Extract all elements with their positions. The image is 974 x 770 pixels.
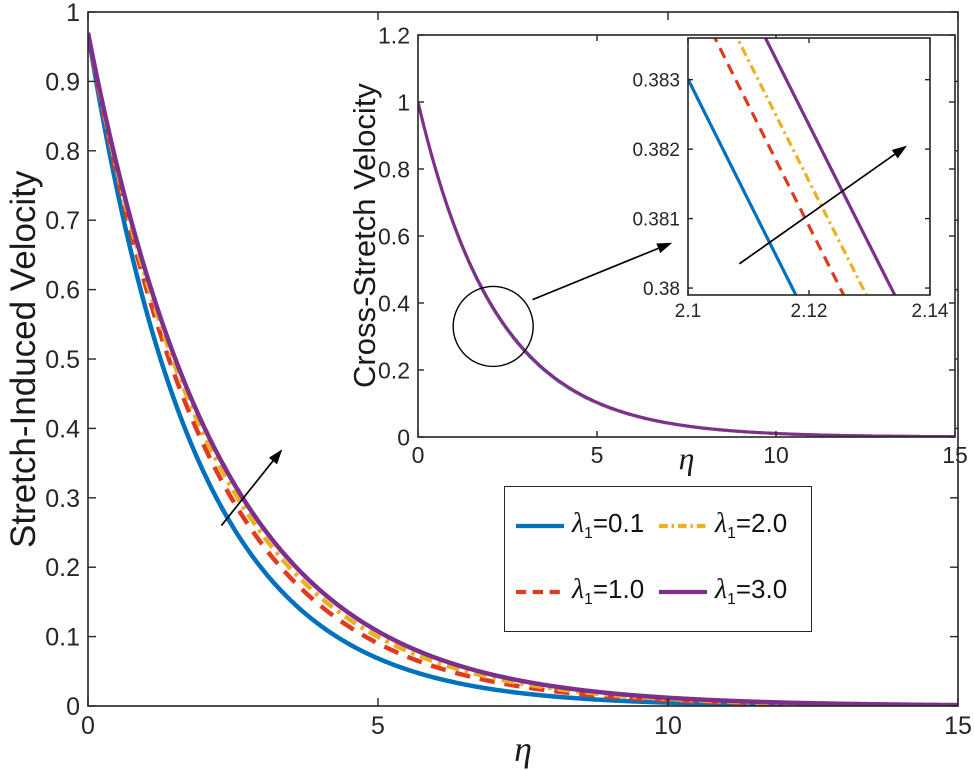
main-y-axis-label: Stretch-Induced Velocity [4, 170, 43, 548]
inset-x-tick-label: 10 [763, 442, 789, 468]
main-y-tick-label: 1 [66, 0, 80, 27]
zoom-x-tick-label: 2.12 [791, 301, 828, 322]
inset-x-axis-label: η [678, 440, 695, 476]
main-x-axis-label: η [514, 729, 532, 769]
zoom-y-tick-label: 0.382 [632, 140, 680, 161]
zoom-axes: 2.1 2.12 2.14 0.38 0.381 0.382 0.383 [632, 37, 949, 322]
zoom-x-tick-label: 2.14 [912, 301, 949, 322]
inset-y-tick-label: 0.4 [378, 290, 410, 316]
zoom-region-circle [452, 285, 534, 368]
inset-x-tick-label: 0 [412, 442, 425, 468]
main-y-tick-label: 0.2 [45, 554, 80, 582]
legend-label: λ1=1.0 [572, 574, 645, 609]
main-curve-4 [88, 32, 958, 706]
inset-y-axis-label: Cross-Stretch Velocity [347, 83, 382, 389]
main-y-tick-label: 0.8 [45, 138, 80, 166]
legend-line-sample [516, 589, 564, 595]
inset-y-tick-label: 1.2 [378, 22, 410, 48]
main-annotation-arrow [220, 449, 283, 527]
zoom-curve-1 [688, 78, 798, 295]
legend-item-4: λ1=3.0 [658, 574, 801, 609]
inset-y-tick-label: 0.6 [378, 223, 410, 249]
legend-label: λ1=2.0 [715, 508, 788, 543]
inset-x-tick-label: 15 [942, 442, 968, 468]
legend-line-sample [659, 589, 707, 595]
inset-y-tick-label: 0 [397, 424, 410, 450]
legend-line-sample [659, 523, 707, 529]
inset-curve-4 [418, 101, 955, 437]
legend-item-3: λ1=2.0 [658, 508, 801, 543]
zoom-plot-background [688, 38, 930, 295]
zoom-annotation-arrow [738, 145, 908, 265]
main-y-tick-label: 0 [66, 693, 80, 721]
main-y-tick-label: 0.1 [45, 624, 80, 652]
main-y-tick-label: 0.4 [45, 415, 80, 443]
zoom-x-tick-label: 2.1 [675, 301, 701, 322]
arrow-head [656, 242, 673, 254]
inset-y-tick-label: 0.2 [378, 357, 410, 383]
arrow-head [268, 449, 283, 465]
zoom-y-tick-label: 0.381 [632, 209, 680, 230]
legend-line-sample [516, 523, 564, 529]
main-x-tick-label: 10 [654, 712, 682, 740]
legend-item-1: λ1=0.1 [515, 508, 658, 543]
main-x-tick-label: 0 [81, 712, 95, 740]
inset-y-tick-label: 1 [397, 89, 410, 115]
arrow-head [891, 145, 908, 159]
main-x-tick-label: 5 [371, 712, 385, 740]
main-y-tick-label: 0.5 [45, 346, 80, 374]
main-y-tick-label: 0.3 [45, 485, 80, 513]
main-x-tick-label: 15 [944, 712, 972, 740]
zoom-y-tick-label: 0.383 [632, 71, 680, 92]
zoom-curve-3 [735, 38, 869, 295]
zoom-curve-4 [763, 38, 897, 295]
zoom-y-tick-label: 0.38 [643, 279, 680, 300]
main-y-tick-label: 0.6 [45, 277, 80, 305]
main-y-tick-label: 0.9 [45, 68, 80, 96]
inset-x-tick-label: 5 [591, 442, 604, 468]
inset-annotation-arrow [532, 242, 673, 301]
legend-item-2: λ1=1.0 [515, 574, 658, 609]
legend-label: λ1=3.0 [715, 574, 788, 609]
legend: λ1=0.1 λ1=1.0 λ1=2.0 λ1=3.0 [504, 486, 812, 632]
zoom-curve-2 [713, 38, 846, 295]
main-y-tick-label: 0.7 [45, 207, 80, 235]
inset-y-tick-label: 0.8 [378, 156, 410, 182]
legend-label: λ1=0.1 [572, 508, 645, 543]
